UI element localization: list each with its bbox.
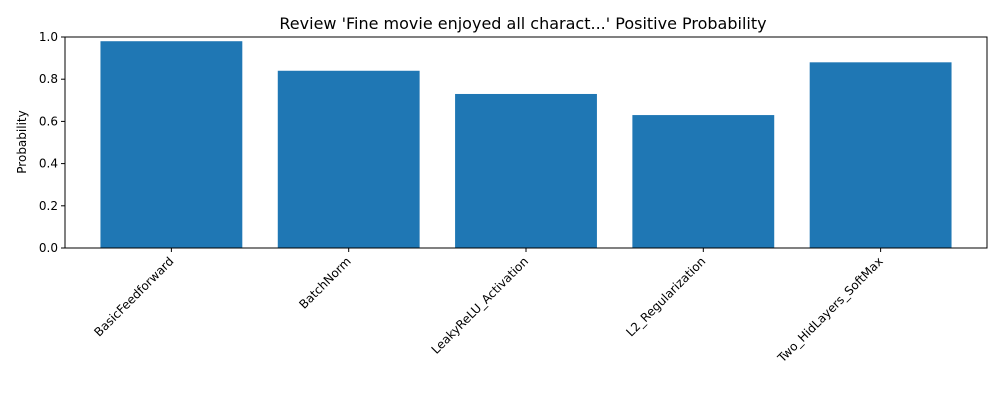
y-tick-label: 1.0 — [39, 30, 58, 44]
bar-BasicFeedforward — [100, 41, 243, 248]
x-tick-label: L2_Regularization — [623, 254, 708, 339]
axes-frame — [64, 36, 988, 249]
y-axis-label: Probability — [15, 110, 29, 173]
bar-Two_HidLayers_SoftMax — [809, 62, 952, 248]
x-tick-label: LeakyReLU_Activation — [429, 254, 532, 357]
x-ticks-group: BasicFeedforward BatchNorm LeakyReLU_Activ… — [91, 248, 886, 366]
bar-LeakyReLU_Activation — [455, 93, 597, 248]
y-tick-label: 0.0 — [39, 241, 58, 255]
x-tick-label: BasicFeedforward — [91, 254, 176, 339]
bar-BatchNorm — [277, 70, 420, 248]
y-tick-label: 0.4 — [39, 157, 58, 171]
y-ticks-group: 0.0 0.2 0.4 0.6 0.8 1.0 — [39, 30, 65, 255]
y-tick-label: 0.2 — [39, 199, 58, 213]
y-tick-label: 0.6 — [39, 114, 58, 128]
y-tick-label: 0.8 — [39, 72, 58, 86]
plot-frame — [64, 36, 988, 249]
bars-group — [100, 41, 952, 248]
x-tick-label: Two_HidLayers_SoftMax — [774, 254, 885, 365]
bar-L2_Regularization — [632, 115, 775, 248]
x-tick-label: BatchNorm — [296, 254, 353, 311]
chart-title: Review 'Fine movie enjoyed all charact..… — [279, 14, 766, 33]
